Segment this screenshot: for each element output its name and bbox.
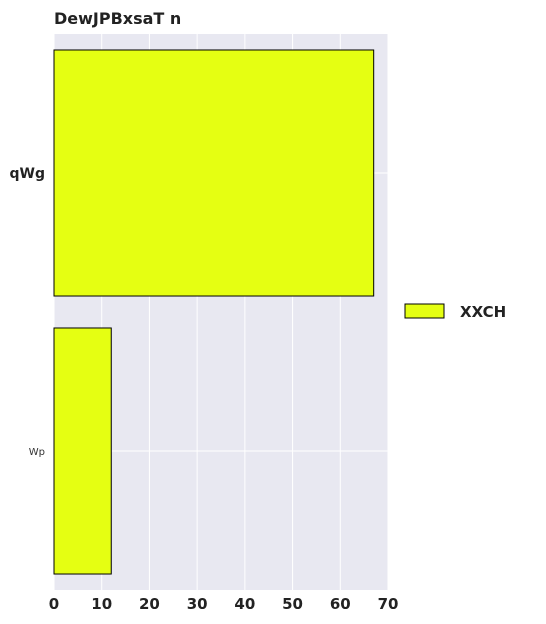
bars — [53, 49, 375, 575]
category-label: Wp — [29, 447, 45, 458]
x-tick-label: 0 — [49, 595, 59, 613]
legend-label: XXCH — [460, 303, 506, 321]
x-tick-label: 60 — [330, 595, 351, 613]
category-labels: qWg Wp — [10, 166, 46, 458]
x-tick-label: 30 — [187, 595, 208, 613]
x-tick-label: 40 — [234, 595, 255, 613]
x-tick-label: 10 — [91, 595, 112, 613]
bar-Wp — [53, 327, 112, 575]
legend: XXCH — [404, 303, 506, 321]
chart-title: DewJPBxsaT n — [54, 9, 181, 28]
x-tick-label: 20 — [139, 595, 160, 613]
x-tick-labels: 0 10 20 30 40 50 60 70 — [49, 595, 399, 613]
bar-qWg — [53, 49, 375, 297]
category-label: qWg — [10, 166, 46, 182]
legend-swatch — [404, 303, 445, 319]
x-tick-label: 70 — [378, 595, 399, 613]
x-tick-label: 50 — [282, 595, 303, 613]
